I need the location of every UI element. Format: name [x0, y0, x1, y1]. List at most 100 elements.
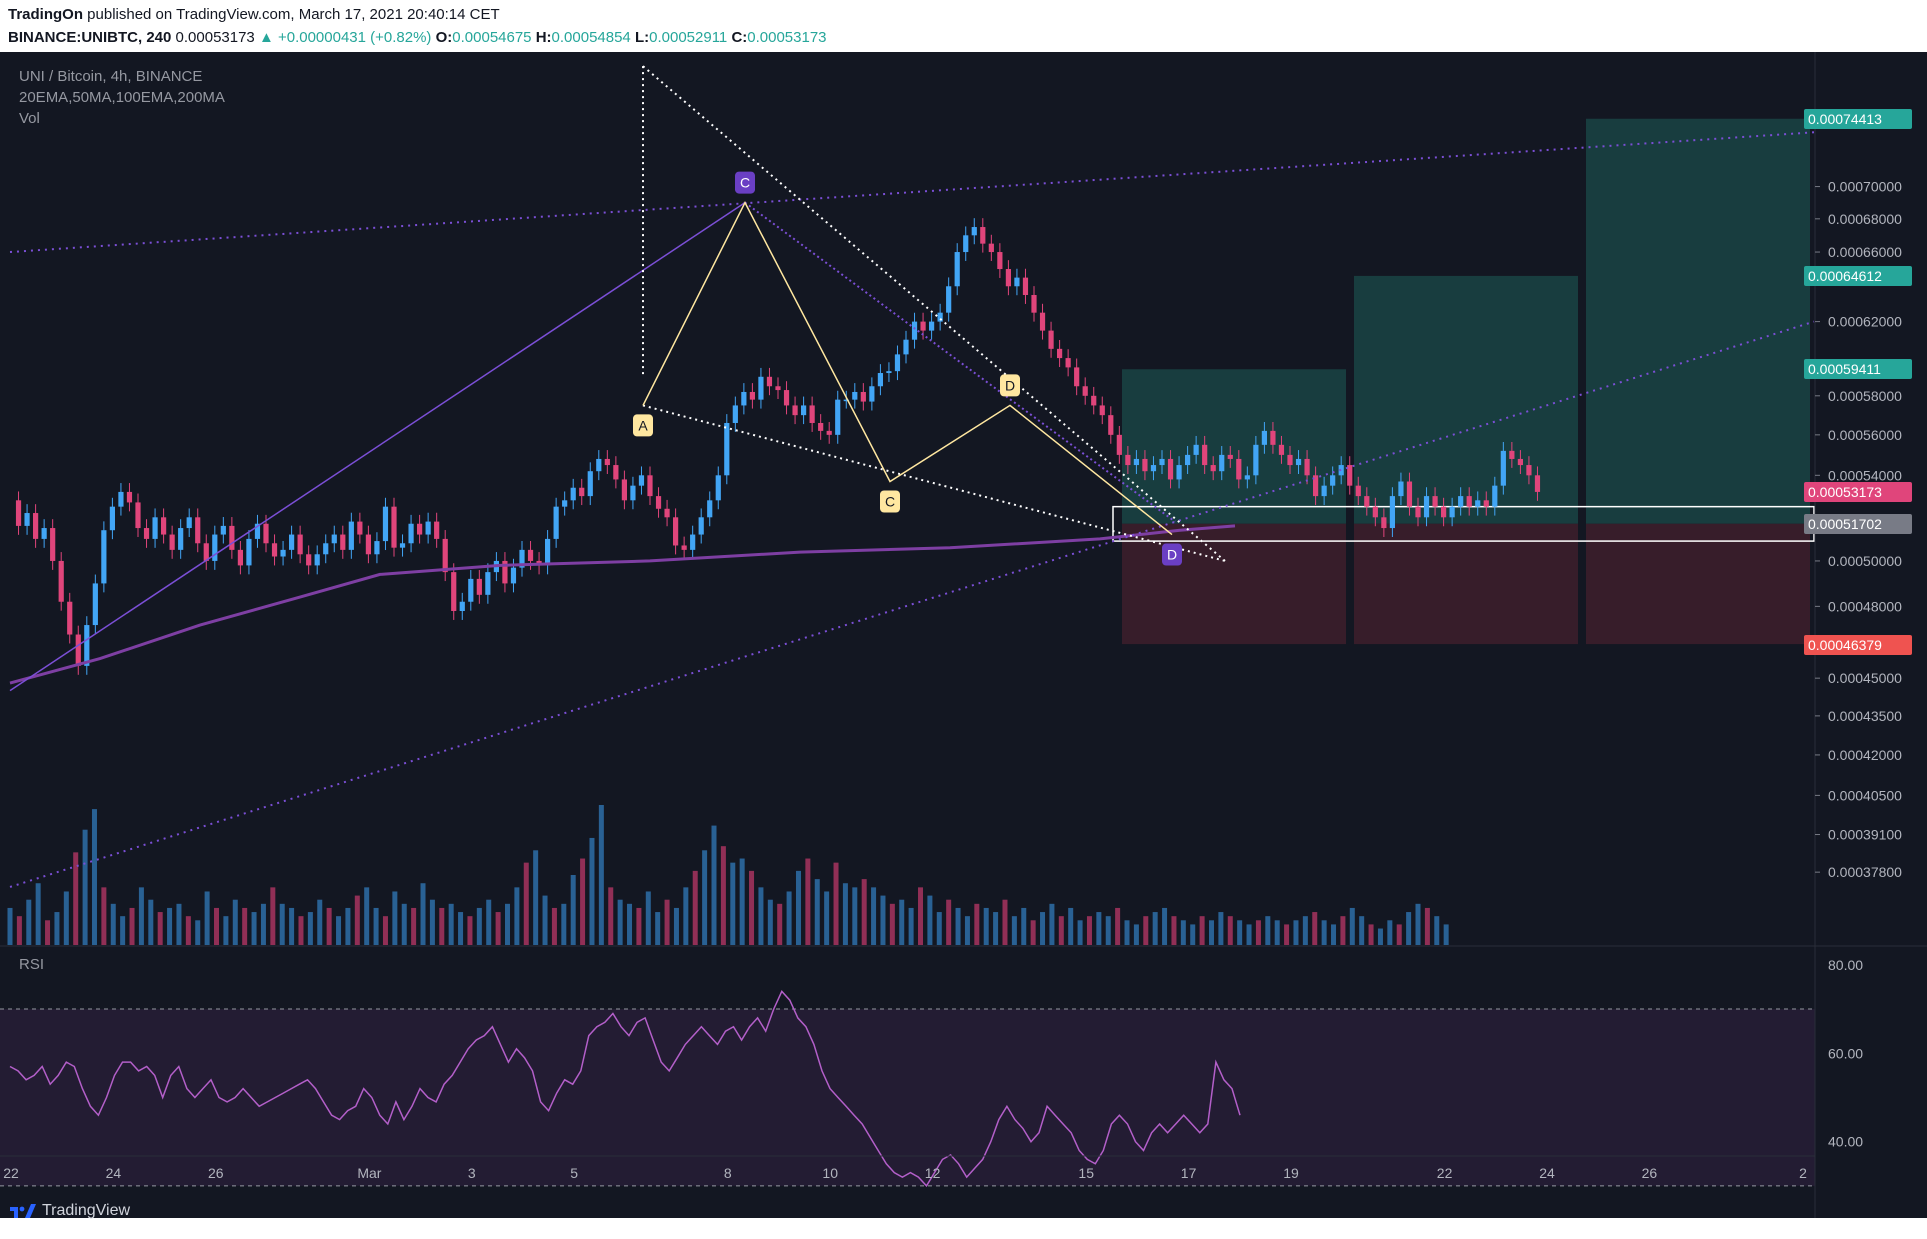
volume-bar	[185, 916, 191, 945]
candle-body	[459, 601, 465, 612]
volume-bar	[373, 907, 379, 945]
candle-body	[237, 549, 243, 566]
candle-body	[1415, 506, 1421, 518]
candle-body	[553, 506, 559, 539]
volume-bar	[551, 907, 557, 945]
price-tick-label: 0.00037800	[1828, 864, 1902, 880]
price-tick-label: 0.00056000	[1828, 427, 1902, 443]
volume-bar	[880, 895, 886, 945]
candle-body	[835, 399, 841, 435]
volume-bar	[655, 912, 661, 945]
rsi-band	[0, 1009, 1815, 1186]
candle-body	[1270, 430, 1276, 445]
candle-body	[1074, 367, 1080, 387]
volume-bar	[1312, 912, 1318, 945]
volume-bar	[326, 907, 332, 945]
price-tick-label: 0.00066000	[1828, 244, 1902, 260]
candle-body	[1389, 496, 1395, 529]
tradingview-logo-icon	[10, 1204, 36, 1218]
candle-body	[801, 405, 807, 416]
close-label: C:	[731, 29, 748, 46]
volume-bar	[317, 899, 323, 945]
volume-bar	[242, 907, 248, 945]
volume-bar	[908, 907, 914, 945]
candle-body	[673, 517, 679, 546]
volume-bar	[964, 916, 970, 945]
time-tick-label: 15	[1078, 1165, 1094, 1181]
volume-bar	[899, 899, 905, 945]
candle-body	[1219, 454, 1225, 472]
volume-bar	[26, 899, 32, 945]
volume-bar	[514, 887, 520, 945]
stop-zone-2	[1354, 523, 1578, 645]
candle-body	[613, 465, 619, 480]
candle-body	[357, 521, 363, 535]
candle-body	[323, 543, 329, 555]
legend-volume: Vol	[19, 110, 40, 127]
pattern-point-label: D	[1167, 547, 1177, 563]
candle-body	[980, 227, 986, 244]
open-label: O:	[435, 29, 453, 46]
candle-body	[374, 541, 380, 555]
tradingview-logo[interactable]: TradingView	[10, 1202, 130, 1220]
volume-bar	[1021, 907, 1027, 945]
volume-bar	[1424, 907, 1430, 945]
candle-body	[434, 521, 440, 539]
candle-body	[502, 560, 508, 584]
candle-body	[169, 534, 175, 550]
volume-bar	[16, 916, 22, 945]
volume-bar	[936, 912, 942, 945]
volume-bar	[542, 895, 548, 945]
candle-body	[67, 601, 73, 635]
volume-bar	[983, 907, 989, 945]
volume-bar	[645, 891, 651, 945]
candle-body	[348, 521, 354, 550]
volume-bar	[91, 809, 97, 945]
candle-body	[638, 475, 645, 486]
candle-body	[186, 517, 192, 529]
price-label-target: 0.00064612	[1804, 265, 1912, 286]
chart-canvas[interactable]: A C C D D 0.00070000 0.00068000 0.00066000 0.00…	[0, 52, 1927, 1218]
volume-bar	[561, 903, 567, 945]
time-tick-label: 26	[208, 1165, 224, 1181]
price-label-entry: 0.00051702	[1804, 513, 1912, 534]
volume-bar	[871, 887, 877, 945]
candle-body	[766, 376, 773, 387]
volume-bar	[354, 895, 360, 945]
volume-bar	[63, 891, 69, 945]
pattern-point-badge	[633, 414, 653, 437]
volume-bar	[110, 903, 116, 945]
publish-header: TradingOn published on TradingView.com, …	[0, 0, 1927, 52]
legend-indicators: 20EMA,50MA,100EMA,200MA	[19, 89, 225, 106]
candle-body	[1150, 465, 1157, 472]
volume-bar	[204, 891, 210, 945]
candle-body	[1236, 458, 1242, 480]
candle-body	[135, 502, 141, 529]
volume-bar	[495, 912, 501, 945]
candle-body	[596, 458, 602, 472]
candle-body	[954, 252, 960, 287]
candle-body	[783, 390, 790, 406]
candle-body	[1355, 485, 1361, 497]
volume-bar	[1058, 916, 1064, 945]
pattern-point-label: A	[638, 417, 648, 433]
volume-bar	[570, 875, 576, 945]
rsi-tick-label: 40.00	[1828, 1134, 1863, 1150]
volume-bar	[54, 912, 60, 945]
candle-body	[1287, 454, 1293, 466]
candle-body	[963, 235, 969, 253]
candle-body	[408, 523, 414, 544]
upper-trendline	[9, 131, 1815, 254]
volume-bar	[993, 912, 999, 945]
pattern-point-badge	[1000, 374, 1020, 397]
candle-body	[527, 549, 534, 561]
volume-bar	[786, 891, 792, 945]
candle-body	[1475, 500, 1481, 507]
volume-bar	[749, 870, 755, 945]
volume-bar	[251, 912, 257, 945]
publisher-name[interactable]: TradingOn	[8, 6, 83, 23]
candle-body	[15, 500, 22, 526]
candle-body	[92, 583, 98, 626]
candle-body	[195, 517, 201, 544]
candle-body	[229, 525, 235, 550]
